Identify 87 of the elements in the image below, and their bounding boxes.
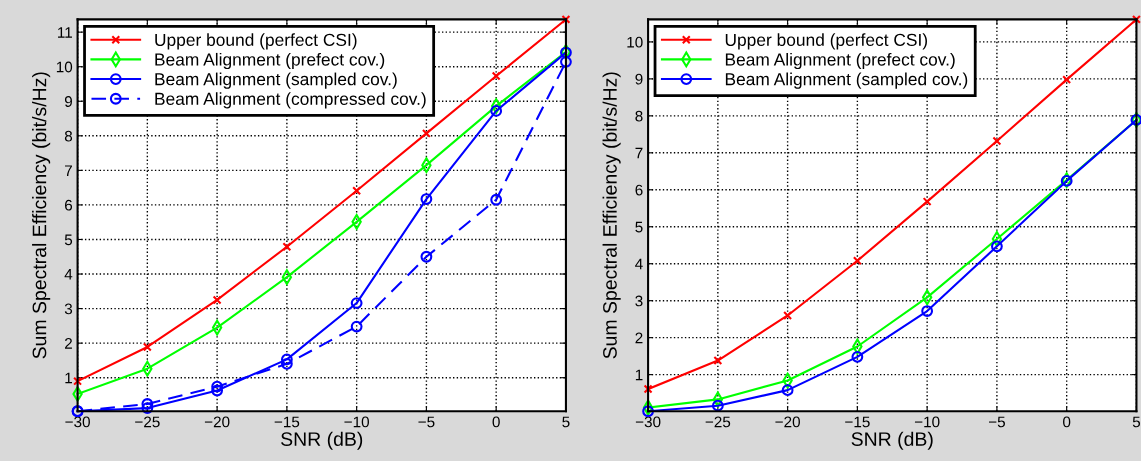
point [281,269,293,286]
y-tick-label: 11 [58,27,72,38]
point [211,319,223,336]
point [713,356,723,366]
point [991,240,1003,253]
x-tick-label: 0 [492,416,500,428]
x-tick-label: −10 [344,416,369,428]
y-axis-title: Sum Spectral Efficiency (bit/s/Hz) [32,72,51,359]
point [211,380,224,393]
point [420,193,433,205]
x-tick-label: 0 [1063,416,1071,428]
legend-label: Beam Alignment (compressed cov.) [155,92,426,109]
y-tick-label: 10 [56,61,73,73]
point [212,295,222,305]
point [142,342,152,352]
legend-label: Upper bound (perfect CSI) [725,33,928,50]
x-axis-title: SNR (dB) [281,431,363,450]
point [280,353,293,366]
point [73,376,83,386]
point [141,398,154,410]
x-tick-label: −5 [418,416,435,428]
point [921,289,933,306]
x-axis-title: SNR (dB) [851,431,933,450]
legend-label: Beam Alignment (sampled cov.) [155,72,397,89]
y-tick-label: 4 [635,258,643,270]
x-tick-label: −30 [635,416,661,428]
point [211,384,224,397]
x-tick-label: −25 [135,416,160,428]
y-tick-label: 5 [64,234,73,246]
x-tick-label: −15 [845,416,870,428]
point [420,250,433,263]
point [1062,75,1072,85]
point [421,128,431,138]
point [852,256,862,266]
y-tick-label: 9 [64,96,72,107]
x-tick-label: 5 [1132,416,1141,428]
point [711,399,724,412]
x-tick-label: −10 [914,416,940,428]
y-tick-label: 9 [635,73,643,85]
y-tick-label: 2 [635,332,643,344]
y-tick-label: 3 [64,303,73,315]
y-tick-label: 4 [64,269,73,280]
y-tick-label: 6 [635,184,643,196]
point [350,297,363,309]
x-tick-label: −30 [65,416,90,428]
point [992,136,1002,146]
y-tick-label: 3 [635,295,643,307]
legend-label: Beam Alignment (prefect cov.) [155,52,385,70]
point [991,231,1003,247]
point [642,399,654,416]
y-tick-label: 6 [65,199,73,211]
point [1131,14,1141,24]
legend-label: Beam Alignment (prefect cov.) [725,52,955,70]
point [851,350,864,363]
x-tick-label: −20 [204,416,230,428]
point [643,384,653,394]
x-tick-label: −25 [705,416,731,428]
legend-label: Beam Alignment (sampled cov.) [725,72,968,89]
point [783,310,793,320]
y-tick-label: 8 [635,110,643,122]
point [350,320,363,333]
point [282,242,292,252]
point [561,14,571,24]
point [490,105,503,117]
point [280,357,293,370]
y-tick-label: 1 [65,372,72,384]
x-tick-label: −20 [775,416,800,428]
point [352,186,362,196]
y-tick-label: 7 [65,165,72,176]
y-tick-label: 8 [64,130,73,142]
y-tick-label: 10 [627,36,643,48]
y-tick-label: 1 [635,369,643,381]
point [922,197,932,207]
y-tick-label: 7 [635,147,643,159]
x-tick-label: −5 [988,416,1005,428]
point [141,402,154,414]
legend-label: Upper bound (perfect CSI) [155,33,357,50]
point [712,391,724,408]
y-tick-label: 5 [635,221,643,233]
x-tick-label: 5 [562,416,570,428]
y-axis-title: Sum Spectral Efficiency (bit/s/Hz) [602,72,621,359]
point [491,71,501,81]
y-tick-label: 2 [65,338,72,349]
point [490,193,503,206]
point [781,384,794,397]
point [921,305,934,317]
x-tick-label: −15 [274,416,300,428]
